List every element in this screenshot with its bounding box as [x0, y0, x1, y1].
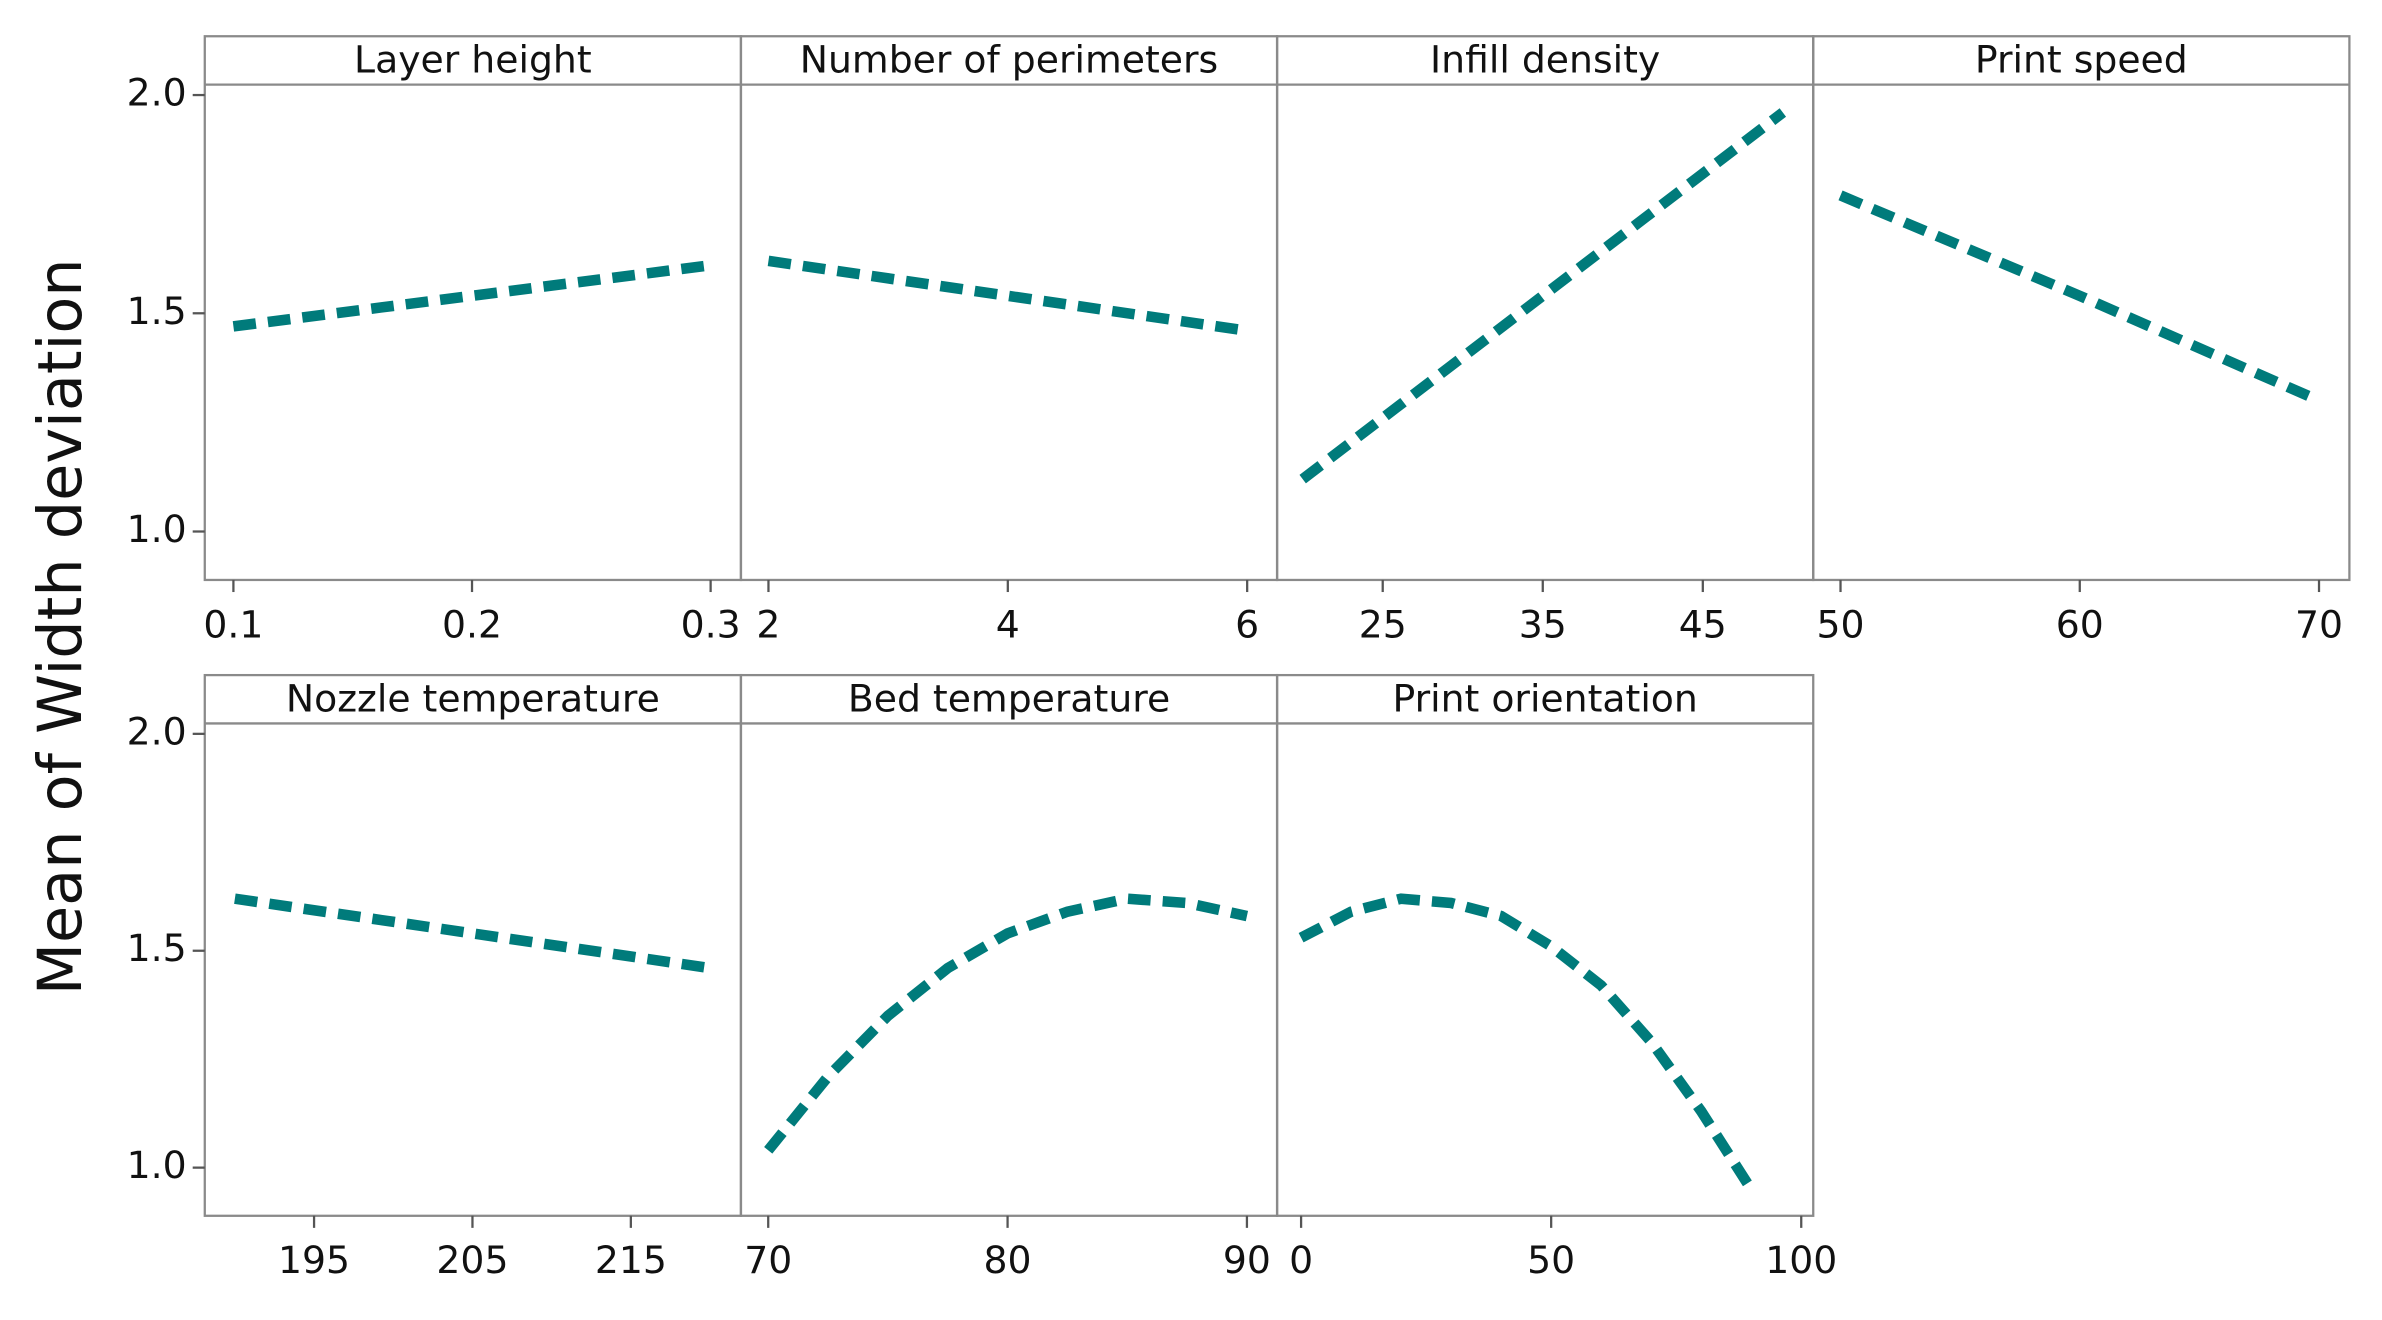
y-axis-label: Mean of Width deviation [26, 258, 96, 995]
panel-frame [1275, 35, 1815, 582]
x-tick-label: 205 [436, 1238, 508, 1282]
panel-title: Number of perimeters [800, 37, 1218, 81]
panel-frame [203, 35, 743, 582]
panel-frame [203, 673, 743, 1217]
panel-title: Layer height [354, 37, 592, 81]
effect-line [234, 893, 711, 974]
x-tick-label: 195 [278, 1238, 350, 1282]
y-tick-label: 1.0 [127, 1143, 187, 1187]
x-tick-label: 25 [1359, 602, 1407, 646]
y-tick-label: 2.0 [127, 71, 187, 115]
x-tick-label: 2 [756, 602, 780, 646]
panel-frame [739, 673, 1279, 1217]
x-tick-label: 0.1 [203, 602, 263, 646]
effect-line [1838, 190, 2322, 406]
y-tick-label: 1.5 [127, 289, 187, 333]
effect-line [232, 260, 712, 332]
x-tick-label: 0 [1289, 1238, 1313, 1282]
x-tick-label: 60 [2056, 602, 2104, 646]
panel-title: Nozzle temperature [286, 676, 660, 720]
effect-line [1298, 893, 1756, 1193]
panel-title: Bed temperature [848, 676, 1170, 720]
x-tick-label: 45 [1679, 602, 1727, 646]
panel-frame [1812, 35, 2351, 582]
x-tick-label: 215 [595, 1238, 667, 1282]
x-tick-label: 90 [1223, 1238, 1271, 1282]
effect-line [767, 255, 1248, 336]
x-tick-label: 50 [1816, 602, 1864, 646]
panel-title: Print orientation [1392, 676, 1697, 720]
x-tick-label: 70 [2295, 602, 2343, 646]
effect-line [1299, 108, 1787, 484]
x-tick-label: 50 [1527, 1238, 1575, 1282]
y-tick-label: 1.0 [127, 507, 187, 551]
panel-frame [1275, 673, 1815, 1217]
x-tick-label: 0.2 [442, 602, 502, 646]
x-tick-label: 100 [1765, 1238, 1837, 1282]
x-tick-label: 70 [744, 1238, 792, 1282]
panel-title: Infill density [1430, 37, 1660, 81]
panel-title: Print speed [1975, 37, 2188, 81]
x-tick-label: 80 [984, 1238, 1032, 1282]
effect-line [764, 893, 1249, 1154]
x-tick-label: 4 [996, 602, 1020, 646]
y-tick-label: 1.5 [127, 926, 187, 970]
x-tick-label: 0.3 [681, 602, 741, 646]
panel-frame [739, 35, 1279, 582]
x-tick-label: 6 [1235, 602, 1259, 646]
y-tick-label: 2.0 [127, 709, 187, 753]
x-tick-label: 35 [1519, 602, 1567, 646]
